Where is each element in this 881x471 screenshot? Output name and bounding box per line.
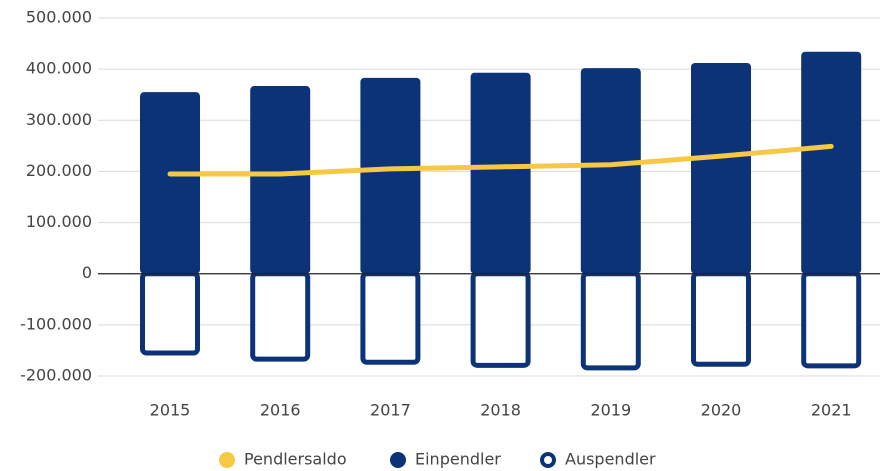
x-tick-label: 2021: [811, 401, 852, 420]
bar-outline: [801, 271, 862, 369]
y-tick-label: 0: [82, 263, 92, 282]
bar: [580, 68, 641, 274]
bar-outline: [691, 271, 751, 367]
y-tick-label: 300.000: [26, 110, 92, 129]
y-tick-label: 400.000: [26, 59, 92, 78]
legend-marker: [540, 452, 556, 468]
y-tick-label: -200.000: [20, 366, 92, 385]
y-tick-label: 200.000: [26, 161, 92, 180]
bar-outline: [580, 271, 641, 371]
y-tick-label: 500.000: [26, 8, 92, 27]
line: [167, 143, 834, 177]
bar: [691, 63, 751, 274]
bar-outline: [470, 271, 531, 368]
x-tick-label: 2020: [701, 401, 742, 420]
y-tick-label: 100.000: [26, 212, 92, 231]
legend-label: Pendlersaldo: [244, 450, 347, 469]
bar: [470, 72, 531, 274]
legend-label: Einpendler: [415, 450, 501, 469]
x-tick-label: 2017: [370, 401, 411, 420]
bar-outline: [140, 271, 200, 356]
bar: [801, 51, 862, 274]
bar: [250, 86, 311, 274]
x-tick-label: 2019: [590, 401, 631, 420]
bar-outline: [360, 271, 421, 365]
x-tick-label: 2015: [150, 401, 191, 420]
legend-marker: [219, 452, 235, 468]
x-tick-label: 2018: [480, 401, 521, 420]
legend-marker: [390, 452, 406, 468]
y-tick-label: -100.000: [20, 314, 92, 333]
bar-outline: [250, 271, 311, 362]
x-tick-label: 2016: [260, 401, 301, 420]
bar: [360, 77, 421, 274]
bar: [140, 92, 200, 274]
legend-label: Auspendler: [565, 450, 656, 469]
